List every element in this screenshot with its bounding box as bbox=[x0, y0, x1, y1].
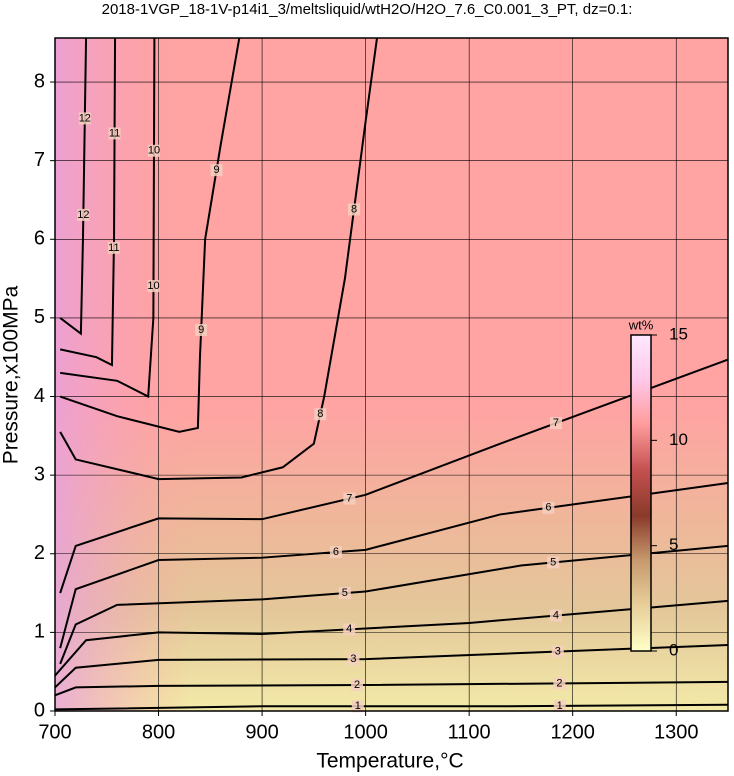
y-tick-label: 2 bbox=[34, 542, 45, 564]
contour-line bbox=[54, 643, 729, 689]
contour-line bbox=[59, 358, 729, 594]
contour-label: 10 bbox=[148, 145, 160, 157]
contour-label-bg bbox=[553, 677, 566, 690]
x-tick-label: 1100 bbox=[448, 721, 491, 743]
contour-label-bg bbox=[210, 164, 223, 177]
contour-label-bg bbox=[547, 556, 560, 569]
y-tick-label: 4 bbox=[34, 385, 45, 407]
contour-label: 6 bbox=[333, 546, 339, 558]
contour-label-bg bbox=[147, 280, 160, 293]
contour-label: 9 bbox=[213, 164, 219, 176]
contour-label-bg bbox=[343, 492, 356, 505]
contour-label: 4 bbox=[553, 609, 559, 621]
contour-label: 12 bbox=[79, 112, 91, 124]
contour-label: 1 bbox=[355, 700, 361, 712]
x-tick-label: 1000 bbox=[343, 721, 388, 743]
contour-label-bg bbox=[553, 699, 566, 712]
contour-line bbox=[59, 37, 117, 367]
contour-label: 11 bbox=[109, 127, 120, 139]
contour-label-bg bbox=[343, 623, 356, 636]
contour-label: 2 bbox=[556, 677, 562, 689]
plot-frame bbox=[54, 37, 729, 712]
contour-label: 12 bbox=[77, 209, 89, 221]
contour-label-bg bbox=[551, 645, 564, 658]
contour-label-bg bbox=[314, 408, 327, 421]
contour-label-bg bbox=[347, 653, 360, 666]
contour-line bbox=[59, 37, 88, 336]
contour-line bbox=[59, 37, 241, 433]
contour-label-bg bbox=[195, 324, 208, 337]
contour-label-bg bbox=[107, 241, 120, 254]
contour-label: 5 bbox=[550, 556, 556, 568]
contour-label: 9 bbox=[198, 324, 204, 336]
contour-label: 3 bbox=[555, 646, 561, 658]
contour-label-bg bbox=[542, 501, 555, 514]
contour-label-bg bbox=[78, 112, 91, 125]
contour-label: 10 bbox=[147, 280, 159, 292]
x-tick-label: 1200 bbox=[550, 721, 595, 743]
contour-label: 7 bbox=[553, 417, 559, 429]
y-tick-label: 6 bbox=[34, 228, 45, 250]
contour-label-bg bbox=[351, 700, 364, 713]
x-tick-label: 800 bbox=[142, 721, 175, 743]
x-tick-label: 900 bbox=[245, 721, 278, 743]
contour-label: 2 bbox=[354, 679, 360, 691]
y-tick-label: 5 bbox=[34, 306, 45, 328]
contour-line bbox=[59, 544, 729, 665]
contour-label-bg bbox=[348, 203, 361, 216]
chart-title: 2018-1VGP_18-1V-p14i1_3/meltsliquid/wtH2… bbox=[102, 1, 633, 18]
contour-line bbox=[54, 680, 729, 697]
contour-label: 7 bbox=[346, 493, 352, 505]
contour-label: 8 bbox=[351, 203, 357, 215]
colorbar-label: wt% bbox=[628, 317, 654, 332]
contour-line bbox=[59, 482, 729, 649]
contour-label: 4 bbox=[346, 623, 352, 635]
contour-label-bg bbox=[147, 144, 160, 157]
contour-label-bg bbox=[77, 208, 90, 221]
contour-line bbox=[60, 37, 156, 399]
contour-label: 11 bbox=[108, 242, 119, 254]
contour-label-bg bbox=[338, 587, 351, 600]
contour-label: 8 bbox=[317, 408, 323, 420]
contour-label-bg bbox=[549, 609, 562, 622]
contour-line bbox=[59, 37, 378, 481]
y-tick-label: 0 bbox=[34, 699, 45, 721]
contour-label: 6 bbox=[545, 502, 551, 514]
x-tick-label: 700 bbox=[38, 721, 71, 743]
contour-label-bg bbox=[549, 417, 562, 430]
y-tick-label: 1 bbox=[34, 621, 45, 643]
colorbar bbox=[630, 334, 652, 652]
y-tick-label: 3 bbox=[34, 463, 45, 485]
contour-label: 3 bbox=[350, 653, 356, 665]
plot-background-shade bbox=[55, 38, 728, 711]
colorbar-tick-label: 5 bbox=[669, 535, 678, 554]
contour-line bbox=[54, 599, 729, 677]
y-tick-label: 7 bbox=[34, 149, 45, 171]
contour-label-bg bbox=[108, 127, 121, 140]
y-axis-label: Pressure,x100MPa bbox=[0, 285, 23, 464]
y-tick-label: 8 bbox=[34, 70, 45, 92]
colorbar-tick-label: 10 bbox=[669, 430, 688, 449]
contour-label: 5 bbox=[342, 587, 348, 599]
colorbar-tick-label: 15 bbox=[669, 324, 688, 343]
contour-label: 1 bbox=[557, 700, 563, 712]
colorbar-tick-label: 0 bbox=[669, 640, 678, 659]
contour-label-bg bbox=[329, 546, 342, 559]
contour-line bbox=[54, 703, 729, 711]
contour-label-bg bbox=[351, 679, 364, 692]
x-axis-label: Temperature,°C bbox=[316, 750, 463, 773]
x-tick-label: 1300 bbox=[654, 721, 699, 743]
